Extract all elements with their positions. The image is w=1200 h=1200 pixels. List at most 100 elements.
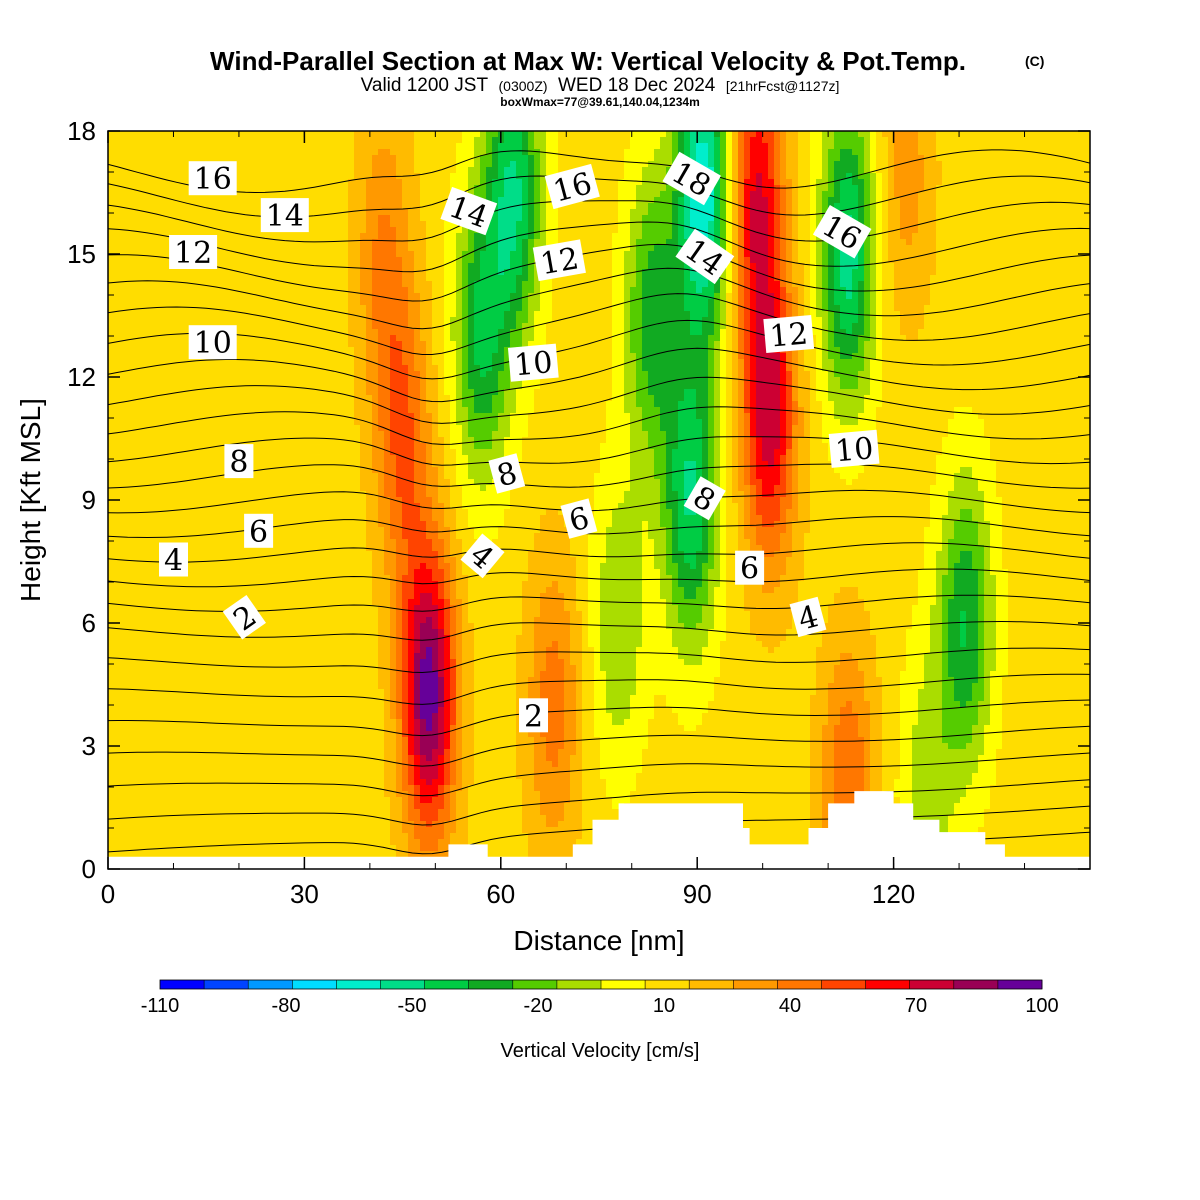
velocity-cell: [810, 167, 817, 174]
velocity-cell: [150, 137, 157, 144]
velocity-cell: [294, 269, 301, 276]
velocity-cell: [666, 143, 673, 150]
velocity-cell: [426, 179, 433, 186]
velocity-cell: [408, 287, 415, 294]
velocity-cell: [354, 215, 361, 222]
velocity-cell: [420, 131, 427, 138]
velocity-cell: [1026, 269, 1033, 276]
velocity-cell: [930, 245, 937, 252]
velocity-cell: [954, 221, 961, 228]
velocity-cell: [462, 149, 469, 156]
velocity-cell: [876, 227, 883, 234]
velocity-cell: [438, 287, 445, 294]
velocity-cell: [264, 281, 271, 288]
velocity-cell: [648, 197, 655, 204]
velocity-cell: [744, 137, 751, 144]
velocity-cell: [906, 143, 913, 150]
velocity-cell: [108, 143, 115, 150]
velocity-cell: [348, 245, 355, 252]
velocity-cell: [918, 137, 925, 144]
velocity-cell: [486, 161, 493, 168]
velocity-cell: [450, 233, 457, 240]
velocity-cell: [780, 227, 787, 234]
velocity-cell: [960, 281, 967, 288]
velocity-cell: [162, 251, 169, 258]
velocity-cell: [768, 281, 775, 288]
velocity-cell: [432, 161, 439, 168]
velocity-cell: [444, 287, 451, 294]
velocity-cell: [444, 131, 451, 138]
velocity-cell: [1056, 275, 1063, 282]
velocity-cell: [816, 149, 823, 156]
velocity-cell: [780, 215, 787, 222]
velocity-cell: [822, 191, 829, 198]
velocity-cell: [594, 203, 601, 210]
velocity-cell: [180, 221, 187, 228]
velocity-cell: [630, 233, 637, 240]
velocity-cell: [1062, 137, 1069, 144]
velocity-cell: [1038, 221, 1045, 228]
velocity-cell: [768, 161, 775, 168]
velocity-cell: [864, 191, 871, 198]
velocity-cell: [348, 215, 355, 222]
velocity-cell: [366, 155, 373, 162]
velocity-cell: [780, 281, 787, 288]
velocity-cell: [1038, 269, 1045, 276]
velocity-cell: [696, 293, 703, 300]
velocity-cell: [246, 137, 253, 144]
velocity-cell: [222, 149, 229, 156]
velocity-cell: [396, 179, 403, 186]
velocity-cell: [522, 185, 529, 192]
velocity-cell: [876, 239, 883, 246]
velocity-cell: [402, 191, 409, 198]
velocity-cell: [318, 197, 325, 204]
velocity-cell: [150, 257, 157, 264]
velocity-cell: [108, 245, 115, 252]
velocity-cell: [1062, 245, 1069, 252]
velocity-cell: [774, 227, 781, 234]
velocity-cell: [654, 167, 661, 174]
velocity-cell: [246, 203, 253, 210]
velocity-cell: [168, 203, 175, 210]
velocity-cell: [1044, 143, 1051, 150]
velocity-cell: [642, 149, 649, 156]
velocity-cell: [630, 215, 637, 222]
velocity-cell: [366, 191, 373, 198]
velocity-cell: [534, 161, 541, 168]
velocity-cell: [756, 155, 763, 162]
velocity-cell: [1020, 131, 1027, 138]
velocity-cell: [474, 263, 481, 270]
velocity-cell: [942, 287, 949, 294]
velocity-cell: [234, 143, 241, 150]
velocity-cell: [696, 143, 703, 150]
velocity-cell: [1044, 215, 1051, 222]
velocity-cell: [750, 197, 757, 204]
velocity-cell: [858, 269, 865, 276]
velocity-cell: [636, 179, 643, 186]
velocity-cell: [852, 209, 859, 216]
velocity-cell: [1032, 251, 1039, 258]
velocity-cell: [216, 203, 223, 210]
velocity-cell: [768, 191, 775, 198]
velocity-cell: [408, 293, 415, 300]
velocity-cell: [654, 137, 661, 144]
velocity-cell: [1062, 185, 1069, 192]
velocity-cell: [588, 221, 595, 228]
velocity-cell: [1026, 233, 1033, 240]
velocity-cell: [804, 155, 811, 162]
velocity-cell: [126, 263, 133, 270]
velocity-cell: [540, 191, 547, 198]
velocity-cell: [612, 227, 619, 234]
velocity-cell: [882, 131, 889, 138]
velocity-cell: [1002, 197, 1009, 204]
velocity-cell: [174, 161, 181, 168]
velocity-cell: [144, 221, 151, 228]
velocity-cell: [930, 137, 937, 144]
velocity-cell: [492, 137, 499, 144]
velocity-cell: [792, 167, 799, 174]
velocity-cell: [906, 281, 913, 288]
velocity-cell: [330, 161, 337, 168]
velocity-cell: [216, 281, 223, 288]
velocity-cell: [888, 263, 895, 270]
velocity-cell: [624, 143, 631, 150]
